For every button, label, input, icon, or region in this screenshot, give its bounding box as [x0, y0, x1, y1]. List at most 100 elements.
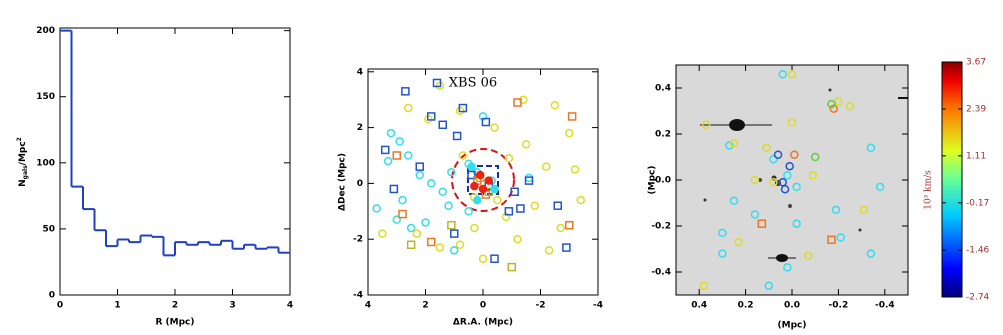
circle-marker — [725, 141, 734, 150]
y-axis-label: (Mpc) — [648, 166, 658, 195]
circle-marker — [701, 120, 711, 130]
square-marker — [513, 98, 522, 107]
square-marker — [432, 78, 442, 88]
y-tick-label: 50 — [42, 224, 55, 234]
y-tick-label: -4 — [353, 291, 363, 301]
x-tick-label: 2 — [172, 301, 178, 311]
circle-marker — [729, 138, 739, 148]
y-tick-label: 100 — [36, 158, 55, 168]
circle-marker — [404, 151, 413, 160]
circle-marker — [827, 99, 836, 109]
circle-marker — [778, 69, 787, 79]
circle-marker — [435, 243, 445, 252]
circle-marker — [521, 140, 531, 149]
circle-marker — [475, 170, 485, 180]
square-marker — [438, 120, 447, 130]
circle-marker — [383, 156, 393, 166]
circle-marker — [398, 195, 407, 205]
square-marker — [427, 112, 436, 121]
circle-marker — [392, 215, 401, 224]
x-tick-label: 4 — [287, 301, 293, 311]
circle-marker — [764, 281, 774, 291]
y-tick-label: 4 — [357, 67, 363, 77]
circle-marker — [792, 219, 801, 228]
square-marker — [553, 201, 562, 210]
circle-marker — [762, 143, 771, 153]
circle-marker — [427, 179, 436, 188]
square-marker — [401, 87, 410, 96]
square-marker — [406, 240, 416, 250]
y-tick-label: -2 — [353, 235, 363, 245]
circle-marker — [750, 175, 760, 185]
y-tick-label: 0 — [49, 291, 55, 301]
circle-marker — [780, 184, 790, 194]
circle-marker — [845, 102, 855, 111]
circle-marker — [473, 195, 482, 205]
circle-marker — [859, 205, 869, 215]
chart-title: XBS 06 — [449, 76, 497, 91]
circle-marker — [455, 240, 465, 250]
circle-marker — [831, 205, 841, 215]
circle-marker — [866, 143, 876, 153]
square-marker — [510, 187, 519, 197]
circle-marker — [544, 246, 554, 255]
x-tick-label: 0 — [480, 301, 486, 311]
y-axis-label-part: gals — [22, 165, 29, 179]
x-tick-label: 3 — [229, 301, 235, 311]
x-tick-label: -0.4 — [875, 301, 895, 311]
colorbar — [941, 61, 963, 298]
square-marker — [490, 254, 499, 263]
circle-marker — [404, 103, 413, 113]
circle-marker — [490, 184, 499, 194]
circle-marker — [406, 223, 416, 233]
square-marker — [562, 243, 571, 252]
square-marker — [567, 112, 577, 121]
circle-marker — [415, 170, 424, 180]
circle-marker — [787, 69, 797, 79]
circle-marker — [493, 195, 502, 205]
x-tick-label: 1 — [114, 301, 120, 311]
y-tick-label: -0.4 — [651, 268, 671, 278]
circle-marker — [729, 196, 739, 205]
circle-marker — [576, 195, 585, 205]
circle-marker — [542, 162, 551, 171]
x-tick-label: -4 — [593, 301, 603, 311]
circle-marker — [412, 229, 422, 238]
circle-marker — [478, 254, 488, 263]
y-axis-label-part: /Mpc — [18, 141, 28, 165]
circle-marker — [565, 128, 574, 138]
x-axis-label: (Mpc) — [778, 321, 807, 331]
circle-marker — [438, 187, 447, 197]
square-marker — [381, 145, 390, 155]
circle-marker — [866, 249, 876, 258]
colorbar-tick-label: -1.46 — [966, 246, 990, 256]
colorbar-tick-label: -2.74 — [966, 293, 990, 303]
circle-marker — [458, 151, 468, 160]
circle-marker — [556, 223, 565, 233]
circle-marker — [803, 251, 813, 261]
x-tick-label: 2 — [422, 301, 428, 311]
y-tick-label: 0.2 — [655, 130, 671, 140]
circle-marker — [444, 201, 453, 210]
circle-marker — [769, 178, 778, 187]
circle-marker — [504, 154, 514, 163]
x-tick-label: 4 — [365, 301, 371, 311]
circle-marker — [478, 184, 488, 194]
circle-marker — [829, 104, 839, 113]
circle-marker — [810, 152, 820, 162]
y-axis-label: Ngals/Mpc2 — [16, 137, 29, 187]
y-axis-label: ΔDec (Mpc) — [338, 153, 348, 211]
square-marker — [458, 103, 468, 113]
circle-marker — [530, 201, 539, 210]
circle-marker — [787, 118, 797, 127]
square-marker — [427, 237, 436, 247]
square-marker — [757, 219, 767, 228]
circle-marker — [378, 229, 387, 238]
x-axis-label: R (Mpc) — [155, 318, 194, 328]
circle-marker — [470, 181, 479, 191]
circle-marker — [734, 237, 743, 247]
circle-marker — [372, 204, 381, 213]
circle-marker — [699, 281, 709, 291]
x-tick-label: 0.4 — [691, 301, 707, 311]
